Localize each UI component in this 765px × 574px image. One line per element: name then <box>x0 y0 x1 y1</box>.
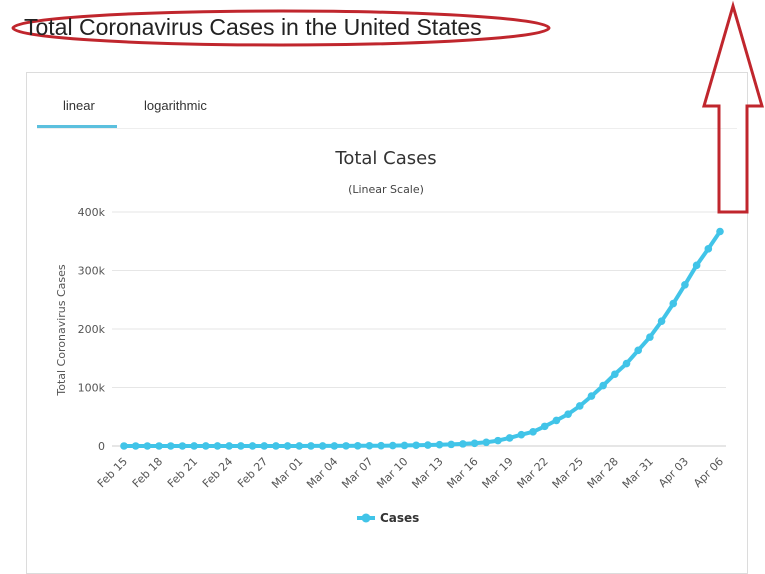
data-point <box>622 359 631 368</box>
x-tick-label: Feb 27 <box>235 455 270 490</box>
legend-marker <box>361 513 371 523</box>
x-tick-label: Mar 31 <box>620 455 656 491</box>
x-tick-label: Feb 24 <box>200 455 235 490</box>
data-point <box>552 416 561 425</box>
x-tick-label: Mar 01 <box>269 455 305 491</box>
data-point <box>178 442 187 450</box>
data-point <box>634 346 642 355</box>
data-point <box>529 428 537 436</box>
data-point <box>564 410 572 418</box>
data-point <box>237 442 245 450</box>
chart-card: linear logarithmic <box>26 72 748 574</box>
tab-divider <box>37 128 737 129</box>
x-tick-label: Mar 28 <box>585 455 621 491</box>
data-point <box>669 299 678 308</box>
data-point <box>575 402 584 410</box>
data-point <box>272 442 280 450</box>
x-tick-label: Mar 13 <box>409 455 445 491</box>
data-point <box>599 381 607 390</box>
y-tick-label: 200k <box>78 323 106 336</box>
up-arrow-annotation <box>702 0 764 214</box>
data-point <box>307 442 315 450</box>
data-point <box>646 333 654 341</box>
y-tick-label: 300k <box>78 265 106 278</box>
data-point <box>283 442 292 450</box>
data-point <box>400 441 409 450</box>
x-tick-label: Apr 06 <box>691 455 726 490</box>
data-point <box>388 441 397 450</box>
data-point <box>248 442 257 450</box>
data-point <box>517 430 526 439</box>
x-tick-label: Mar 25 <box>550 455 586 491</box>
data-point <box>120 442 128 450</box>
data-point <box>505 434 514 442</box>
data-point <box>540 422 549 431</box>
data-point <box>704 245 713 253</box>
data-point <box>611 370 619 379</box>
x-tick-label: Mar 10 <box>374 455 410 491</box>
data-point <box>131 442 140 450</box>
data-point <box>190 442 198 450</box>
data-point <box>213 442 222 450</box>
data-point <box>587 392 596 400</box>
data-point <box>166 442 175 450</box>
x-tick-label: Mar 19 <box>480 455 516 491</box>
tab-logarithmic[interactable]: logarithmic <box>144 98 207 113</box>
data-point <box>377 441 385 450</box>
x-tick-label: Mar 16 <box>444 455 480 491</box>
line-chart: Total Cases (Linear Scale) 0 100k 200k 300k 40… <box>55 148 726 525</box>
data-point <box>318 442 327 450</box>
chart-title: Total Cases <box>334 148 436 169</box>
data-point <box>470 439 479 448</box>
legend-label: Cases <box>380 511 419 525</box>
data-point <box>716 227 724 236</box>
data-point <box>424 441 432 449</box>
active-tab-indicator <box>37 125 117 128</box>
data-point <box>260 442 269 450</box>
data-point <box>692 261 701 270</box>
data-point <box>143 442 152 450</box>
x-tick-label: Feb 15 <box>95 455 130 490</box>
data-point <box>225 442 233 450</box>
tab-linear[interactable]: linear <box>63 98 95 113</box>
data-point <box>330 442 339 450</box>
x-tick-label: Apr 03 <box>656 455 691 490</box>
data-point <box>447 440 456 449</box>
data-point <box>412 441 420 450</box>
data-point <box>494 436 502 445</box>
y-tick-label: 400k <box>78 206 106 219</box>
x-tick-label: Mar 07 <box>339 455 375 491</box>
data-point <box>435 440 444 449</box>
data-point <box>657 317 666 325</box>
data-point <box>155 442 163 450</box>
y-tick-label: 0 <box>98 440 105 453</box>
x-tick-label: Feb 21 <box>165 455 200 490</box>
y-tick-label: 100k <box>78 382 106 395</box>
page-title: Total Coronavirus Cases in the United St… <box>24 14 482 40</box>
x-tick-label: Mar 04 <box>304 455 340 491</box>
y-axis-label: Total Coronavirus Cases <box>55 264 68 397</box>
data-point <box>295 442 304 450</box>
data-point <box>202 442 210 450</box>
heading-highlight-oval <box>11 9 551 47</box>
x-tick-label: Mar 22 <box>515 455 551 491</box>
data-point <box>365 441 374 450</box>
chart-subtitle: (Linear Scale) <box>348 183 424 196</box>
data-point <box>459 440 467 448</box>
data-point <box>353 442 362 450</box>
x-tick-label: Feb 18 <box>130 455 165 490</box>
data-point <box>681 280 689 289</box>
data-point <box>342 442 350 450</box>
series-line-cases <box>122 229 722 448</box>
data-point <box>482 438 491 447</box>
